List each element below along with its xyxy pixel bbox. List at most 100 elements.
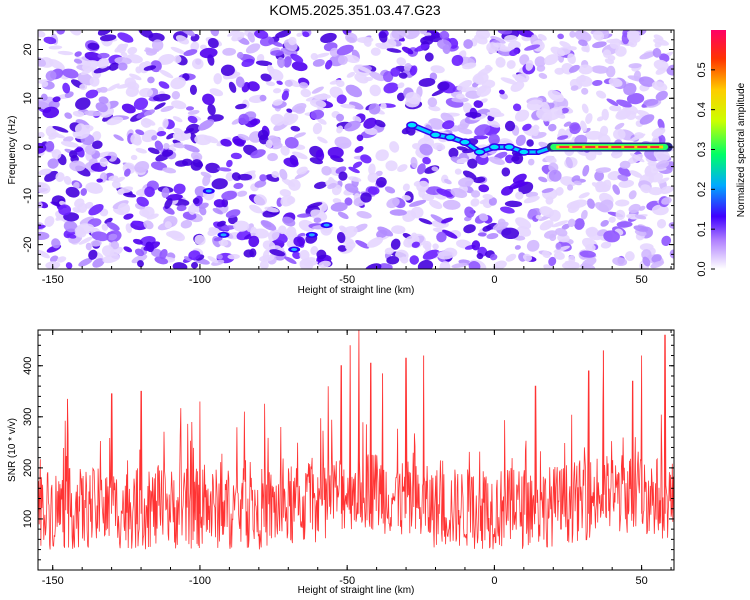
spectrogram-cell — [488, 133, 500, 146]
spectrogram-cell — [309, 99, 327, 108]
spectrogram-cell — [336, 231, 346, 244]
spectrogram-cell — [325, 59, 333, 70]
spectrogram-cell — [337, 211, 349, 220]
spectrogram-cell — [557, 135, 569, 140]
spectrogram-cell — [545, 196, 554, 205]
spectrogram-cell — [136, 196, 149, 207]
spectrogram-cell — [227, 254, 240, 260]
spectrogram-cell — [74, 123, 87, 136]
spectrogram-cell — [514, 73, 530, 83]
colorbar-label: Normalized spectral amplitude — [736, 82, 747, 217]
spectrogram-cell — [146, 213, 159, 220]
spectrogram-cell — [507, 40, 521, 50]
spectrogram-cell — [315, 52, 330, 58]
spectrogram-cell — [582, 164, 590, 177]
colorbar-tick-label: 0.1 — [696, 222, 708, 237]
spectrogram-cell — [312, 122, 323, 135]
spectrogram-cell — [615, 209, 626, 220]
spectrogram-cell — [422, 35, 436, 41]
spectrogram-cell — [44, 140, 55, 152]
spectrogram-cell — [623, 82, 637, 96]
spectrogram-y-tick-label: -20 — [22, 237, 34, 253]
spectrogram-cell — [385, 160, 398, 172]
spectrogram-cell — [470, 190, 481, 198]
spectrogram-cell — [226, 159, 233, 168]
spectrogram-cell — [217, 167, 232, 172]
spectrogram-cell — [651, 254, 662, 263]
spectrogram-cell — [492, 260, 507, 269]
spectrogram-cell — [539, 206, 555, 217]
spectrogram-cell — [249, 204, 263, 214]
secondary-feature-core — [308, 233, 315, 237]
spectrogram-cell — [188, 250, 201, 261]
spectrogram-cell — [187, 115, 198, 124]
spectrogram-cell — [389, 141, 400, 153]
spectrogram-cell — [537, 33, 547, 41]
spectrogram-cell — [272, 41, 284, 47]
spectrogram-cell — [411, 241, 420, 248]
spectrogram-x-tick-label: -100 — [189, 274, 211, 286]
spectrogram-cell — [144, 186, 155, 198]
spectrogram-cell — [515, 134, 526, 147]
spectrogram-cell — [628, 63, 642, 69]
spectrogram-cell — [189, 84, 197, 95]
spectrogram-cell — [78, 236, 94, 245]
spectrogram-cell — [175, 160, 189, 167]
spectrogram-cell — [651, 204, 669, 216]
spectrogram-cell — [568, 64, 580, 73]
spectrogram-cell — [522, 123, 532, 131]
spectrogram-cell — [107, 83, 120, 92]
spectrogram-cell — [585, 243, 596, 252]
ridge-node — [444, 133, 456, 142]
spectrogram-cell — [559, 40, 572, 49]
spectrogram-cell — [147, 76, 155, 84]
figure-title: KOM5.2025.351.03.47.G23 — [269, 2, 440, 18]
spectrogram-cell — [428, 118, 445, 130]
spectrogram-cell — [290, 53, 304, 63]
spectrogram-cell — [63, 175, 72, 185]
spectrogram-cell — [581, 87, 589, 95]
spectrogram-cell — [645, 171, 654, 177]
spectrogram-cell — [292, 151, 308, 160]
spectrogram-cell — [124, 168, 131, 177]
spectrogram-cell — [628, 203, 641, 214]
spectrogram-cell — [463, 224, 476, 234]
spectrogram-cell — [596, 116, 604, 122]
spectrogram-cell — [574, 30, 592, 42]
spectrogram-cell — [259, 94, 267, 102]
spectrogram-cell — [238, 113, 250, 125]
spectrogram-cell — [38, 56, 47, 67]
spectrogram-cell — [401, 195, 411, 201]
spectrogram-cell — [592, 41, 607, 49]
spectrogram-cell — [455, 93, 465, 99]
spectrogram-cell — [653, 59, 669, 71]
spectrogram-cell — [69, 30, 82, 36]
spectrogram-cell — [310, 52, 319, 61]
spectrogram-cell — [490, 112, 497, 118]
spectrogram-cell — [536, 108, 553, 121]
spectrogram-cell — [97, 52, 110, 59]
spectrogram-cell — [442, 229, 458, 239]
spectrogram-cell — [183, 49, 198, 56]
spectrogram-cell — [561, 223, 570, 230]
spectrogram-cell — [292, 251, 301, 260]
spectrogram-cell — [250, 226, 258, 239]
spectrogram-cell — [259, 260, 269, 269]
spectrogram-cell — [58, 204, 72, 216]
spectrogram-cell — [106, 222, 120, 231]
spectrogram-cell — [569, 123, 581, 135]
spectrogram-cell — [352, 161, 363, 169]
spectrogram-cell — [285, 226, 297, 238]
spectrogram-cell — [135, 148, 147, 154]
spectrogram-cell — [82, 60, 99, 72]
spectrogram-cell — [594, 150, 603, 156]
spectrogram-cell — [114, 56, 132, 65]
spectrogram-cell — [390, 238, 401, 250]
spectrogram-cell — [320, 32, 337, 43]
spectrogram-cell — [553, 251, 565, 260]
spectrogram-cell — [117, 202, 131, 215]
spectrogram-cell — [422, 240, 432, 250]
spectrogram-cell — [363, 37, 372, 47]
spectrogram-cell — [327, 182, 337, 190]
spectrogram-cell — [45, 70, 57, 81]
